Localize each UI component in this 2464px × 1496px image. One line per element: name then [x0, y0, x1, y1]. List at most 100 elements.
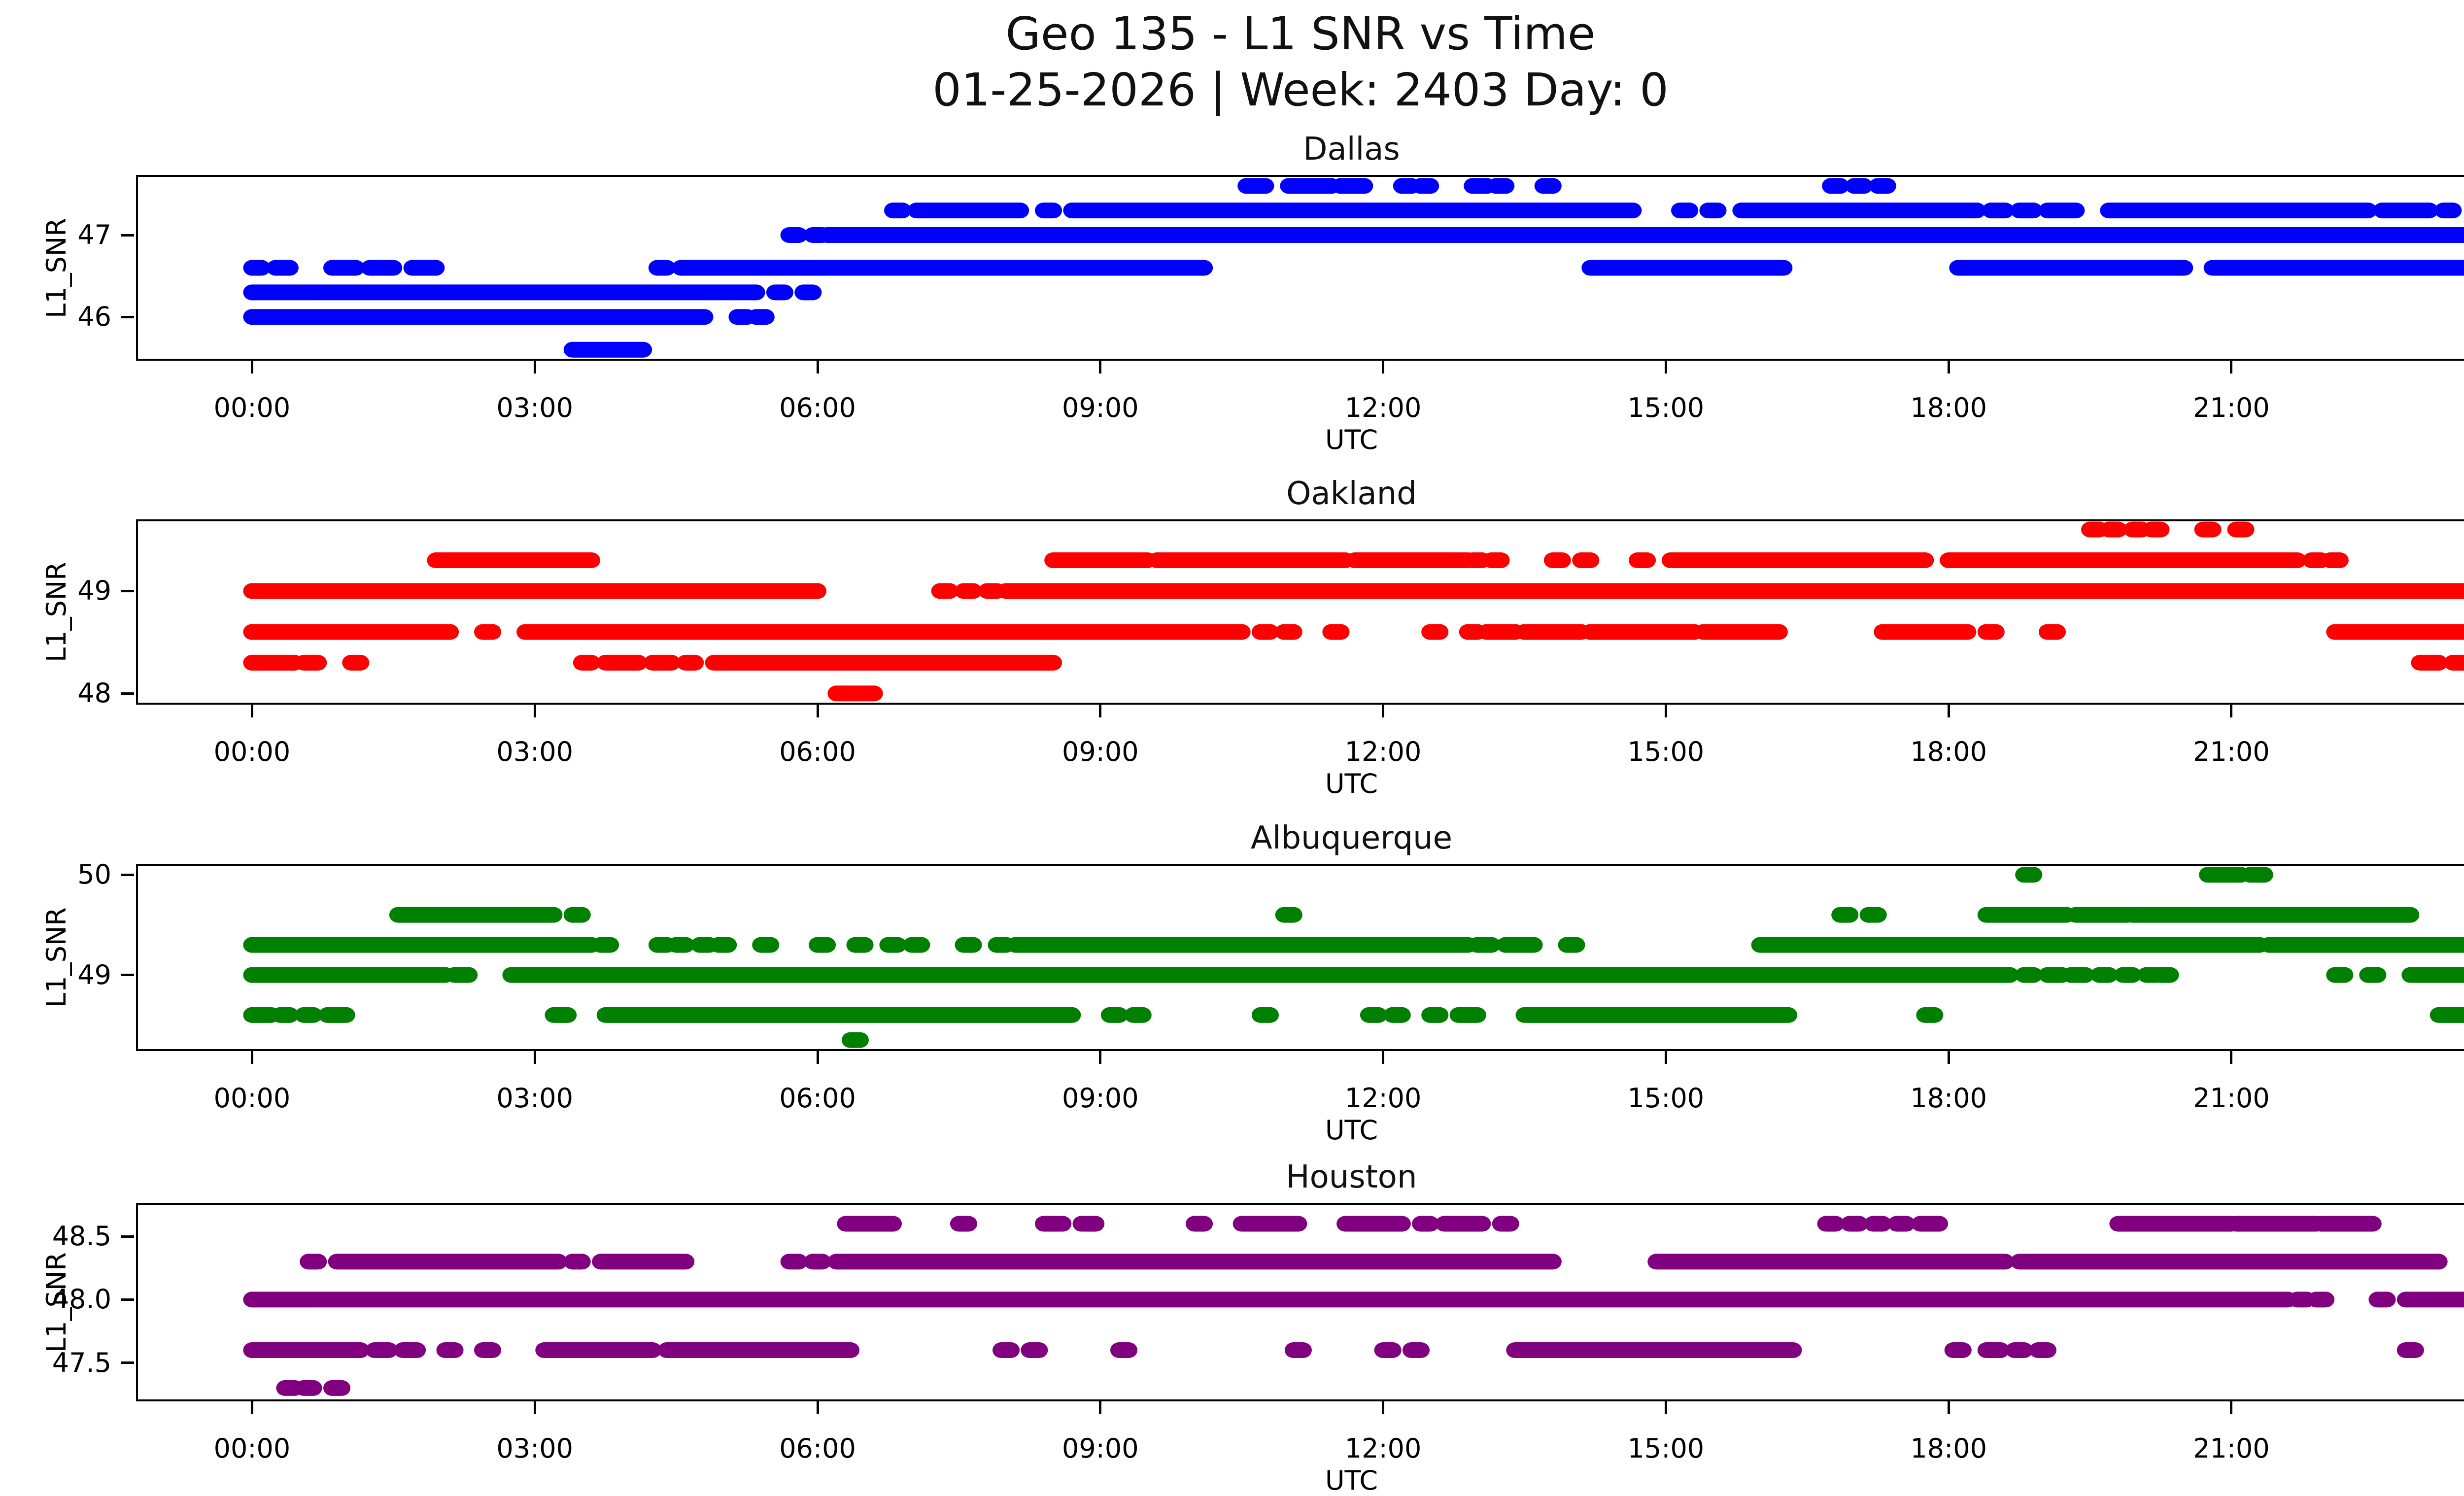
data-run — [950, 1216, 977, 1232]
data-run — [573, 655, 600, 671]
y-axis-label-oakland: L1_SNR — [42, 562, 71, 662]
data-run — [1275, 907, 1302, 923]
data-run — [955, 583, 982, 599]
data-run — [1403, 1342, 1430, 1358]
y-tick — [121, 590, 134, 592]
x-tick-label: 18:00 — [1875, 1434, 2022, 1463]
data-run — [1252, 1007, 1279, 1023]
scatter-canvas-dallas — [138, 177, 2464, 359]
series-dallas-snr-46 — [243, 309, 774, 325]
x-tick-label: 06:00 — [744, 393, 891, 423]
x-tick-label: 03:00 — [461, 1434, 609, 1463]
x-tick-label: 03:00 — [461, 737, 609, 767]
data-run — [243, 284, 765, 300]
data-run — [1073, 1216, 1105, 1232]
data-run — [752, 937, 779, 953]
y-tick-label: 50 — [0, 859, 111, 890]
data-run — [1275, 624, 1302, 640]
data-run — [318, 1007, 355, 1023]
x-tick — [534, 361, 536, 374]
data-run — [1982, 203, 2014, 218]
data-run — [404, 260, 445, 276]
series-houston-snr-47.6 — [243, 1342, 2424, 1358]
x-tick-label: 12:00 — [1309, 1084, 1457, 1113]
figure-title: Geo 135 - L1 SNR vs Time — [0, 7, 2464, 61]
series-dallas-snr-47 — [781, 227, 2464, 243]
series-albuquerque-snr-49.3 — [243, 937, 2464, 953]
x-tick — [1099, 361, 1101, 374]
series-oakland-snr-48.6 — [243, 624, 2464, 640]
x-tick — [817, 1051, 819, 1064]
x-tick-label: 06:00 — [744, 737, 891, 767]
data-run — [1412, 1216, 1439, 1232]
subplot-title-oakland: Oakland — [138, 474, 2464, 513]
data-run — [1421, 1007, 1448, 1023]
y-tick — [121, 234, 134, 237]
data-run — [1978, 624, 2005, 640]
y-tick — [121, 1235, 134, 1238]
data-run — [1978, 1342, 2010, 1358]
x-tick-label: 00:00 — [178, 1434, 326, 1463]
data-run — [781, 227, 808, 243]
scatter-canvas-albuquerque — [138, 866, 2464, 1049]
data-run — [592, 937, 619, 953]
series-houston-snr-48.6 — [837, 1216, 2381, 1232]
data-run — [2307, 1292, 2334, 1307]
data-run — [2227, 522, 2255, 538]
subplot-title-dallas: Dallas — [138, 130, 2464, 169]
scatter-canvas-oakland — [138, 521, 2464, 703]
x-tick-label: 03:00 — [461, 393, 609, 423]
x-tick-label: 12:00 — [1309, 393, 1457, 423]
x-tick-label: 18:00 — [1875, 393, 2022, 423]
data-run — [545, 1007, 577, 1023]
data-run — [1285, 1342, 1312, 1358]
figure-subtitle: 01-25-2026 | Week: 2403 Day: 0 — [0, 63, 2464, 117]
data-run — [809, 937, 836, 953]
data-run — [243, 1342, 369, 1358]
data-run — [1817, 1216, 1845, 1232]
series-albuquerque-snr-48.6 — [243, 1007, 2464, 1023]
data-run — [1492, 1216, 1519, 1232]
data-run — [1544, 552, 1571, 568]
data-run — [1869, 178, 1896, 194]
data-run — [1581, 260, 1792, 276]
data-run — [1007, 937, 1477, 953]
x-tick-label: 09:00 — [1027, 1434, 1174, 1463]
x-tick — [1665, 1401, 1667, 1414]
data-run — [1978, 907, 2076, 923]
x-tick-label: 06:00 — [744, 1084, 891, 1113]
data-run — [955, 937, 982, 953]
data-run — [2373, 203, 2438, 218]
data-run — [2015, 867, 2042, 883]
x-tick-label: 00:00 — [178, 393, 326, 423]
x-tick-label: 09:00 — [1027, 1084, 1174, 1113]
data-run — [1662, 552, 1934, 568]
data-run — [2090, 967, 2118, 983]
data-run — [597, 1007, 1081, 1023]
x-tick-label: 21:00 — [2157, 737, 2305, 767]
data-run — [295, 655, 327, 671]
x-tick — [1948, 361, 1950, 374]
data-run — [243, 583, 826, 599]
data-run — [2401, 967, 2464, 983]
data-run — [1035, 203, 1062, 218]
data-run — [2368, 1292, 2396, 1307]
data-run — [1436, 1216, 1491, 1232]
data-run — [2444, 655, 2464, 671]
plot-area-houston — [136, 1203, 2464, 1401]
data-run — [847, 937, 874, 953]
data-run — [1374, 1342, 1402, 1358]
data-run — [474, 1342, 501, 1358]
x-tick-label: 00:00 — [178, 1084, 326, 1113]
x-tick-label: 12:00 — [1309, 737, 1457, 767]
x-tick — [2230, 361, 2232, 374]
data-run — [502, 967, 2019, 983]
data-run — [2326, 624, 2464, 640]
series-oakland-snr-48.3 — [243, 655, 2464, 671]
data-run — [677, 655, 704, 671]
data-run — [837, 1216, 902, 1232]
data-run — [1101, 1007, 1128, 1023]
data-run — [564, 907, 591, 923]
data-run — [1487, 178, 1514, 194]
data-run — [361, 260, 403, 276]
